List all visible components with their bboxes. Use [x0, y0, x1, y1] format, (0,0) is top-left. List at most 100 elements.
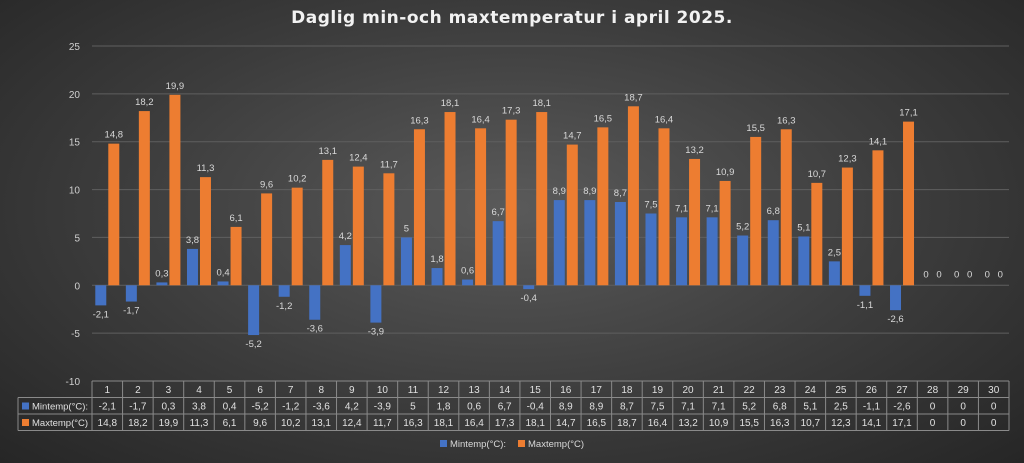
max-temp-data-label: 13,2	[685, 145, 704, 156]
max-temp-bar	[108, 143, 120, 286]
min-temp-row-label: Mintemp(°C):	[32, 402, 88, 413]
min-temp-bar	[156, 282, 168, 286]
x-category-label: 11	[408, 385, 419, 396]
max-temp-table-key	[22, 419, 29, 426]
max-temp-bar	[597, 127, 609, 286]
min-temp-data-label: -1,1	[857, 300, 873, 311]
max-temp-table-cell: 16,3	[403, 418, 423, 429]
max-temp-data-label: 16,3	[777, 115, 796, 126]
x-category-label: 24	[805, 385, 817, 396]
x-category-label: 29	[958, 385, 970, 396]
max-temp-table-cell: 19,9	[159, 418, 179, 429]
max-temp-data-label: 14,7	[563, 131, 582, 142]
min-temp-data-label: 6,8	[767, 206, 780, 217]
min-temp-data-label: -3,6	[307, 324, 323, 335]
min-temp-table-cell: 5	[410, 402, 416, 413]
max-temp-bar	[719, 180, 731, 286]
max-temp-data-label: 13,1	[319, 146, 338, 157]
x-category-label: 14	[499, 385, 511, 396]
x-category-label: 27	[896, 385, 908, 396]
max-temp-data-label: 14,1	[869, 136, 888, 147]
min-temp-bar	[828, 261, 840, 286]
min-temp-data-label: 7,5	[644, 200, 657, 211]
min-temp-bar	[523, 285, 535, 290]
min-temp-data-label: 3,8	[186, 235, 199, 246]
max-temp-table-cell: 17,1	[892, 418, 912, 429]
max-temp-table-cell: 10,9	[709, 418, 729, 429]
min-temp-table-cell: -1,2	[282, 402, 300, 413]
max-temp-data-label: 16,3	[410, 115, 429, 126]
min-temp-data-label: -3,9	[368, 327, 384, 338]
x-category-label: 22	[744, 385, 756, 396]
legend-max-label: Maxtemp(°C)	[528, 439, 584, 450]
min-temp-data-label: 5,2	[736, 222, 749, 233]
max-temp-bar	[566, 144, 578, 286]
min-temp-table-cell: 2,5	[834, 402, 848, 413]
max-temp-data-label: 18,1	[532, 98, 551, 109]
max-temp-data-label: 16,5	[594, 113, 613, 124]
y-tick-label: 25	[69, 42, 81, 53]
max-temp-bar	[780, 129, 792, 286]
max-temp-bar	[230, 226, 242, 286]
min-temp-data-label: 0	[923, 269, 928, 280]
max-temp-data-label: 12,4	[349, 153, 368, 164]
min-temp-table-key	[22, 402, 29, 410]
max-temp-data-label: 9,6	[260, 179, 273, 190]
max-temp-bar	[841, 167, 853, 286]
min-temp-data-label: 5,1	[797, 222, 810, 233]
x-category-label: 19	[652, 385, 664, 396]
max-temp-data-label: 12,3	[838, 154, 857, 165]
x-category-label: 20	[682, 385, 694, 396]
min-temp-data-label: 5	[404, 223, 409, 234]
x-category-label: 4	[196, 385, 202, 396]
min-temp-table-cell: 3,8	[192, 402, 206, 413]
max-temp-table-cell: 13,2	[678, 418, 698, 429]
max-temp-table-cell: 14,1	[862, 418, 882, 429]
max-temp-data-label: 11,3	[197, 163, 215, 174]
min-temp-data-label: 1,8	[430, 254, 443, 265]
min-temp-bar	[614, 202, 626, 286]
max-temp-bar	[872, 150, 884, 286]
min-temp-table-cell: -3,6	[313, 402, 331, 413]
max-temp-bar	[627, 106, 639, 286]
min-temp-data-label: -5,2	[245, 339, 261, 350]
max-temp-data-label: 0	[967, 269, 972, 280]
max-temp-bar	[689, 158, 701, 286]
x-category-label: 17	[591, 385, 603, 396]
max-temp-bar	[658, 128, 670, 286]
max-temp-data-label: 18,2	[135, 97, 154, 108]
y-tick-label: 20	[69, 90, 81, 101]
min-temp-data-label: 0,3	[155, 268, 168, 279]
min-temp-table-cell: 0	[991, 402, 997, 413]
max-temp-bar	[475, 128, 487, 286]
x-category-label: 16	[560, 385, 572, 396]
max-temp-data-label: 10,7	[808, 169, 827, 180]
max-temp-bar	[261, 193, 273, 286]
max-temp-bar	[811, 182, 823, 286]
min-temp-data-label: 0	[954, 269, 959, 280]
min-temp-data-label: 8,7	[614, 188, 627, 199]
min-temp-bar	[431, 268, 443, 286]
max-temp-table-cell: 18,7	[617, 418, 637, 429]
min-temp-bar	[553, 200, 565, 286]
x-category-label: 18	[621, 385, 633, 396]
chart-title: Daglig min-och maxtemperatur i april 202…	[291, 8, 733, 28]
min-temp-table-cell: -2,1	[99, 402, 117, 413]
min-temp-bar	[278, 285, 290, 297]
min-temp-bar	[339, 245, 351, 286]
x-category-label: 15	[530, 385, 542, 396]
min-temp-table-cell: 5,2	[742, 402, 756, 413]
max-temp-bar	[536, 112, 548, 286]
max-temp-table-cell: 9,6	[253, 418, 267, 429]
max-temp-table-cell: 0	[930, 418, 936, 429]
max-temp-bar	[750, 136, 762, 286]
max-temp-row-label: Maxtemp(°C)	[32, 418, 88, 429]
legend-min-label: Mintemp(°C):	[450, 439, 506, 450]
min-temp-table-cell: -1,1	[863, 402, 881, 413]
min-temp-bar	[370, 285, 382, 323]
min-temp-data-label: -2,6	[887, 314, 903, 325]
x-category-label: 21	[713, 385, 725, 396]
max-temp-table-cell: 6,1	[223, 418, 237, 429]
max-temp-table-cell: 18,2	[128, 418, 148, 429]
